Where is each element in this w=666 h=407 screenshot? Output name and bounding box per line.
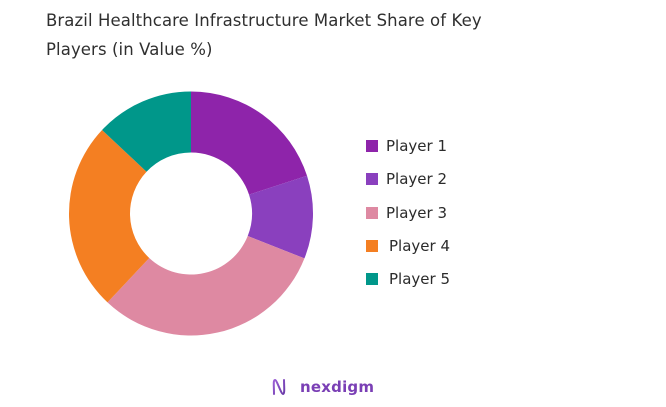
chart-title: Brazil Healthcare Infrastructure Market … [46,6,606,64]
donut-slice-player-5[interactable] [102,91,191,172]
legend-item-player-2[interactable]: Player 2 [366,170,450,203]
legend-label: Player 5 [389,270,450,289]
chart-title-line-1: Brazil Healthcare Infrastructure Market … [46,11,482,30]
legend-label: Player 3 [386,203,447,222]
legend-swatch [366,239,378,252]
legend-swatch [366,173,378,186]
logo-text: nexdigm [300,378,375,396]
nexdigm-logo: nexdigm [272,378,374,396]
chart-title-line-2: Players (in Value %) [46,40,213,59]
legend-item-player-3[interactable]: Player 3 [366,204,450,237]
legend-item-player-5[interactable]: Player 5 [366,270,450,303]
nexdigm-wave-n-icon [272,378,286,396]
donut-slices [69,91,313,336]
legend-item-player-4[interactable]: Player 4 [366,237,450,270]
donut-slice-player-2[interactable] [247,175,313,259]
legend-label: Player 1 [386,137,447,155]
legend-item-player-1[interactable]: Player 1 [366,137,450,170]
legend-swatch [366,140,378,152]
donut-slice-player-4[interactable] [69,129,150,303]
legend-label: Player 4 [389,236,450,255]
donut-slice-player-1[interactable] [191,91,308,195]
donut-slice-player-3[interactable] [107,235,305,336]
legend-swatch [366,273,378,286]
legend-label: Player 2 [386,170,447,189]
legend-swatch [366,206,378,219]
chart-legend: Player 1 Player 2 Player 3 Player 4 Play… [366,137,450,303]
